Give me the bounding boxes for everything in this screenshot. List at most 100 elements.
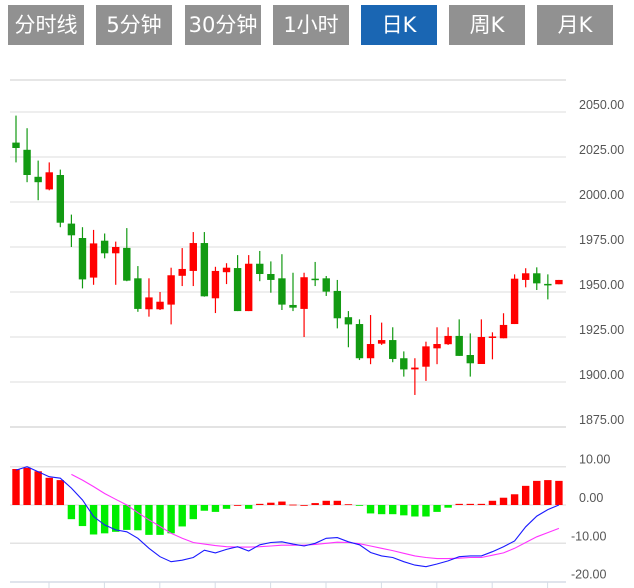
- macd-bar: [134, 505, 142, 531]
- macd-bar: [222, 505, 231, 509]
- candle-down: [200, 243, 209, 297]
- candle-up: [45, 172, 53, 190]
- candle-up: [89, 243, 98, 278]
- candle-down: [533, 273, 541, 284]
- price-axis-label: 2025.00: [579, 143, 624, 157]
- price-axis-label: 1950.00: [579, 278, 624, 292]
- price-axis-label: 1975.00: [579, 233, 624, 247]
- macd-bar: [156, 505, 164, 535]
- macd-bar: [477, 503, 486, 505]
- candle-up: [411, 367, 419, 370]
- candle-up: [222, 267, 231, 273]
- macd-bar: [411, 505, 419, 517]
- macd-axis-label: -20.00: [571, 568, 606, 582]
- macd-bar: [23, 467, 31, 505]
- macd-bar: [12, 468, 20, 505]
- macd-bar: [178, 505, 186, 527]
- candle-up: [433, 344, 441, 349]
- dea-line: [71, 473, 560, 560]
- macd-bar: [123, 505, 131, 530]
- candle-down: [256, 263, 264, 274]
- macd-bar: [400, 505, 408, 516]
- macd-bar: [89, 505, 98, 535]
- candle-down: [56, 175, 65, 223]
- macd-bar: [433, 505, 441, 512]
- candle-down: [78, 238, 87, 280]
- macd-bar: [200, 505, 209, 511]
- macd-bar: [311, 503, 319, 505]
- macd-bar: [67, 505, 76, 520]
- candle-down: [267, 274, 275, 280]
- macd-bar: [533, 480, 541, 505]
- macd-bar: [78, 505, 87, 527]
- candle-down: [544, 283, 552, 286]
- macd-bar: [455, 503, 463, 505]
- candle-up: [444, 335, 452, 345]
- macd-bar: [300, 505, 308, 506]
- price-axis-label: 1900.00: [579, 368, 624, 382]
- price-axis-label: 1875.00: [579, 413, 624, 427]
- macd-axis-label: 10.00: [579, 453, 610, 467]
- candle-up: [300, 277, 308, 309]
- candle-down: [333, 290, 342, 319]
- price-axis-label: 2000.00: [579, 188, 624, 202]
- macd-bar: [45, 477, 53, 505]
- candle-up: [366, 344, 375, 359]
- macd-bar: [422, 505, 430, 517]
- candle-up: [499, 324, 508, 339]
- candle-up: [521, 273, 530, 280]
- macd-bar: [344, 504, 353, 506]
- price-axis-label: 2050.00: [579, 98, 624, 112]
- macd-bar: [355, 505, 364, 506]
- candle-down: [23, 149, 31, 175]
- macd-bar: [112, 505, 120, 532]
- tab-minute-line[interactable]: 分时线: [8, 5, 84, 45]
- macd-bar: [510, 494, 519, 505]
- macd-bar: [34, 471, 42, 505]
- macd-bar: [488, 500, 497, 505]
- macd-bar: [189, 505, 197, 520]
- tab-monthly-k[interactable]: 月K: [537, 5, 613, 45]
- tab-daily-k[interactable]: 日K: [361, 5, 437, 45]
- macd-bar: [333, 500, 342, 505]
- macd-axis-label: -10.00: [571, 529, 606, 543]
- candle-down: [455, 335, 463, 356]
- macd-bar: [267, 502, 275, 505]
- macd-bar: [322, 500, 330, 505]
- candle-down: [322, 278, 330, 292]
- tab-weekly-k[interactable]: 周K: [449, 5, 525, 45]
- candle-down: [311, 278, 319, 281]
- tab-30min[interactable]: 30分钟: [185, 5, 261, 45]
- macd-bar: [377, 505, 386, 515]
- candle-down: [134, 278, 142, 309]
- period-tabs: 分时线 5分钟 30分钟 1小时 日K 周K 月K: [0, 0, 634, 50]
- macd-bar: [233, 505, 242, 506]
- candle-down: [344, 317, 353, 325]
- macd-bar: [544, 480, 552, 505]
- tab-1hour[interactable]: 1小时: [273, 5, 349, 45]
- macd-bar: [499, 497, 508, 505]
- macd-bar: [444, 505, 452, 508]
- candle-down: [289, 304, 297, 308]
- macd-bar: [167, 505, 175, 534]
- candle-up: [377, 340, 386, 344]
- candle-down: [34, 176, 42, 183]
- macd-bar: [366, 505, 375, 514]
- macd-bar: [289, 504, 297, 506]
- candle-up: [211, 270, 220, 299]
- candle-down: [100, 240, 109, 254]
- candle-up: [156, 301, 164, 310]
- macd-bar: [211, 505, 220, 512]
- macd-bar: [521, 485, 530, 505]
- candle-up: [145, 297, 153, 310]
- macd-bar: [244, 505, 253, 509]
- tab-5min[interactable]: 5分钟: [96, 5, 172, 45]
- candle-down: [389, 340, 397, 359]
- candle-up: [422, 346, 430, 367]
- candle-up: [178, 268, 186, 276]
- candle-up: [244, 263, 253, 312]
- candle-down: [67, 223, 76, 236]
- macd-bar: [278, 501, 286, 505]
- candle-down: [355, 324, 364, 359]
- candle-up: [555, 279, 563, 285]
